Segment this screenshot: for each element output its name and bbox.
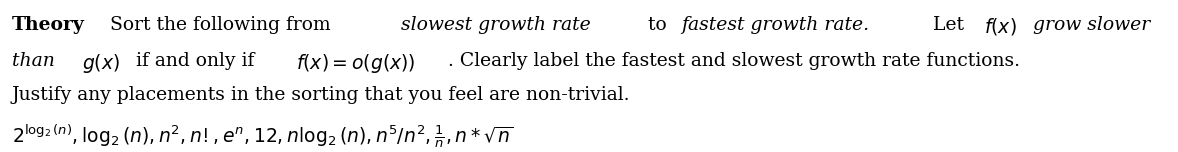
Text: . Clearly label the fastest and slowest growth rate functions.: . Clearly label the fastest and slowest … [448, 52, 1020, 70]
Text: $g(x)$: $g(x)$ [81, 52, 119, 75]
Text: Sort the following from: Sort the following from [105, 16, 337, 34]
Text: grow slower: grow slower [1033, 16, 1150, 34]
Text: Theory: Theory [12, 16, 85, 34]
Text: $f(x)$: $f(x)$ [984, 16, 1017, 37]
Text: Justify any placements in the sorting that you feel are non-trivial.: Justify any placements in the sorting th… [12, 86, 630, 104]
Text: than: than [12, 52, 66, 70]
Text: $2^{\log_2(n)}, \log_2(n), n^2, n!, e^n, 12, n\log_2(n), n^5/n^2, \frac{1}{n}, n: $2^{\log_2(n)}, \log_2(n), n^2, n!, e^n,… [12, 122, 514, 150]
Text: $f(x) = o(g(x))$: $f(x) = o(g(x))$ [296, 52, 416, 75]
Text: to: to [642, 16, 673, 34]
Text: fastest growth rate.: fastest growth rate. [682, 16, 869, 34]
Text: if and only if: if and only if [130, 52, 260, 70]
Text: slowest growth rate: slowest growth rate [401, 16, 590, 34]
Text: Let: Let [921, 16, 971, 34]
